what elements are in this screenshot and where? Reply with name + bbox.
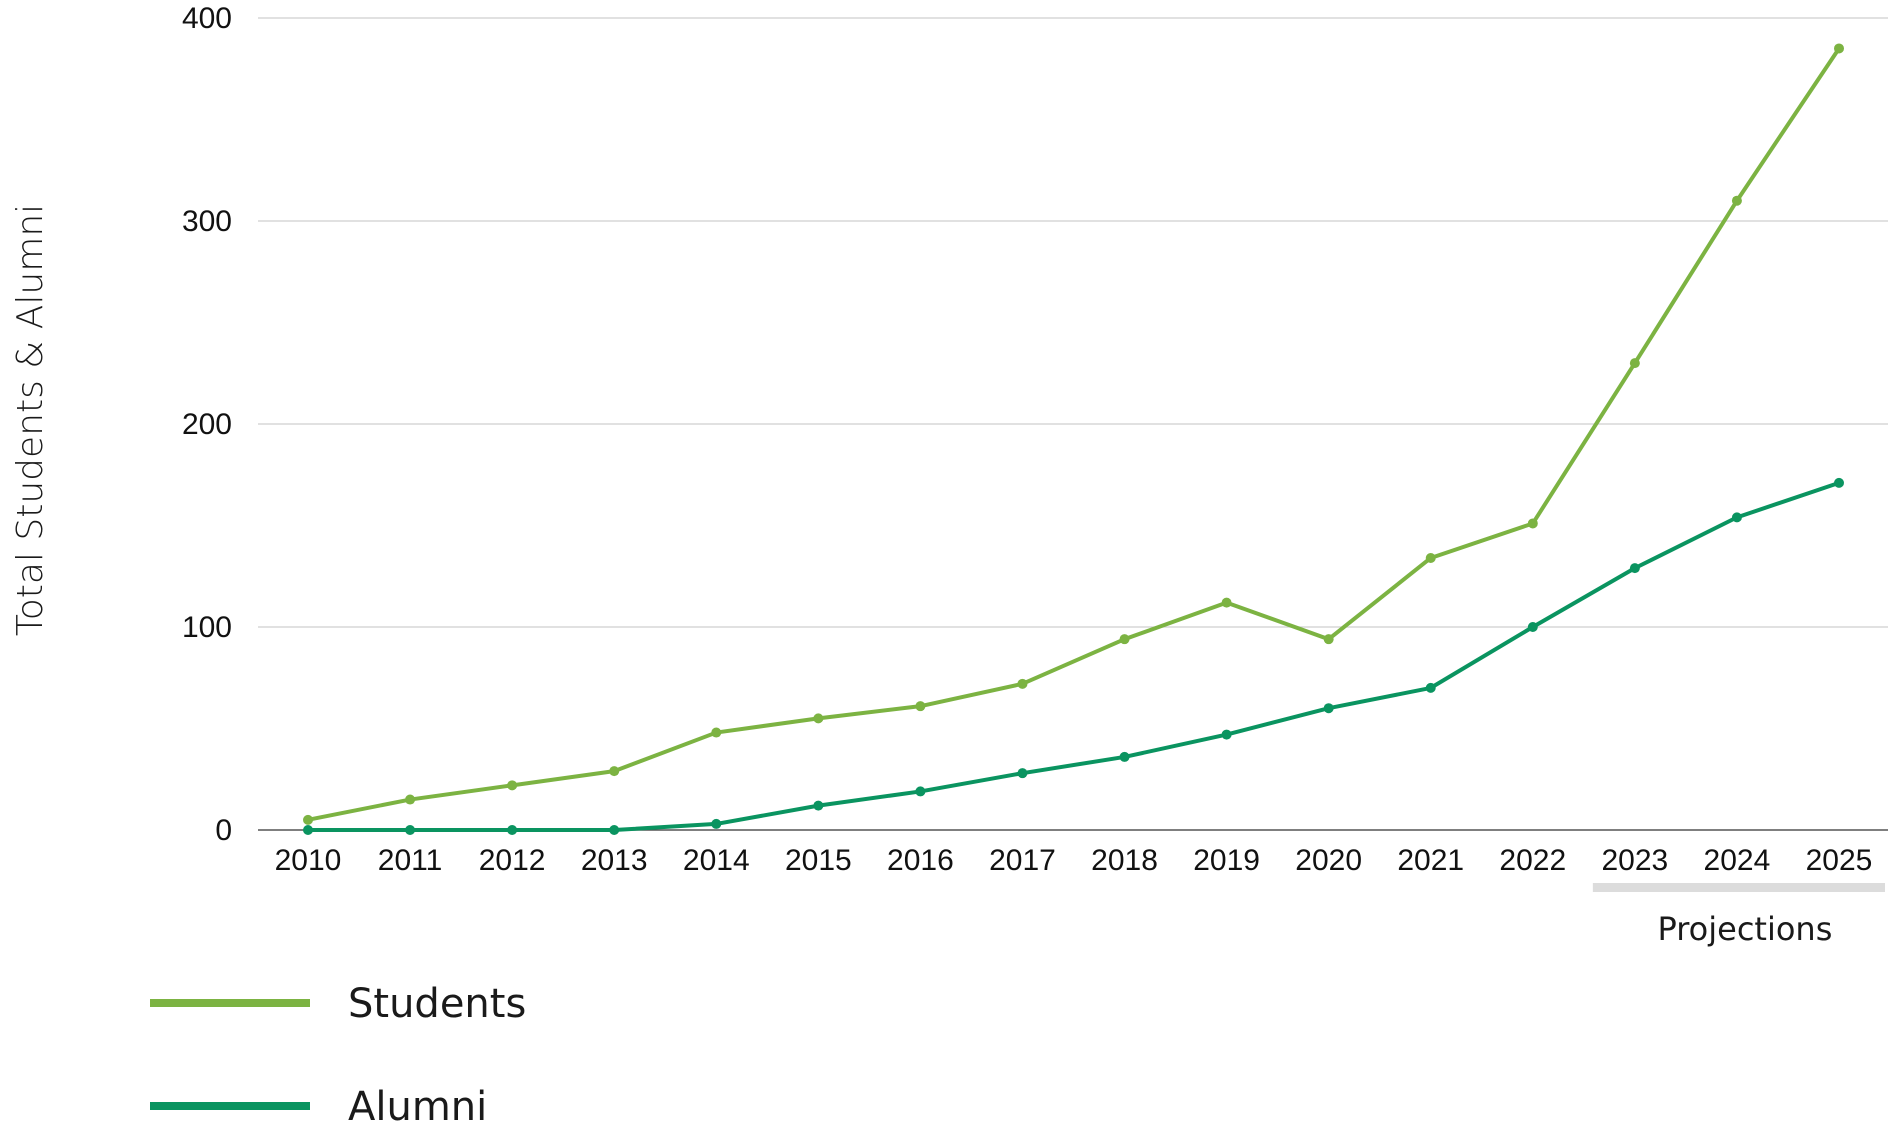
series-line-alumni	[306, 480, 1841, 832]
y-tick-label: 400	[182, 2, 232, 35]
data-point-alumni	[813, 800, 824, 811]
data-point-alumni	[1834, 477, 1844, 488]
data-point-alumni	[1017, 768, 1028, 779]
x-tick-label: 2019	[1193, 844, 1260, 877]
x-tick-label: 2011	[378, 844, 443, 877]
data-point-students	[1425, 552, 1436, 563]
data-point-students	[1834, 43, 1844, 54]
x-tick-label: 2020	[1295, 844, 1362, 877]
data-point-alumni	[609, 825, 620, 835]
legend-label-alumni: Alumni	[348, 1084, 487, 1126]
data-point-alumni	[303, 825, 313, 835]
x-tick-label: 2010	[275, 844, 342, 877]
y-axis-label: Total Students & Alumni	[10, 204, 51, 636]
x-tick-label: 2013	[581, 844, 648, 877]
data-point-alumni	[711, 818, 722, 829]
data-point-alumni	[1119, 751, 1130, 762]
data-point-alumni	[1629, 563, 1640, 574]
data-point-alumni	[405, 825, 416, 835]
x-tick-label: 2015	[785, 844, 852, 877]
x-tick-label: 2016	[887, 844, 954, 877]
x-tick-label: 2024	[1704, 844, 1771, 877]
data-point-alumni	[507, 825, 518, 835]
data-point-students	[813, 713, 824, 724]
data-point-students	[1629, 358, 1640, 369]
data-point-alumni	[915, 786, 926, 797]
data-point-alumni	[1425, 682, 1436, 693]
data-point-alumni	[1527, 622, 1538, 632]
x-tick-label: 2021	[1397, 844, 1464, 877]
data-point-students	[1731, 195, 1742, 206]
y-tick-label: 200	[182, 408, 232, 441]
data-point-students	[1017, 678, 1028, 689]
x-tick-label: 2014	[683, 844, 750, 877]
x-axis-ticks: 2010 2011 2012 2013 2014 2015 2016 2017 2018 2019…	[275, 844, 1873, 877]
x-tick-label: 2022	[1499, 844, 1566, 877]
data-point-students	[1221, 597, 1232, 608]
legend-label-students: Students	[348, 981, 526, 1027]
x-tick-label: 2025	[1806, 844, 1873, 877]
data-point-students	[711, 727, 722, 738]
projections-label: Projections	[1657, 910, 1832, 948]
gridlines	[258, 17, 1888, 831]
data-point-alumni	[1323, 703, 1334, 714]
x-tick-label: 2017	[989, 844, 1056, 877]
data-point-alumni	[1221, 729, 1232, 740]
data-point-students	[609, 766, 620, 777]
series-lines	[303, 43, 1844, 835]
data-point-students	[405, 794, 416, 805]
series-line-students	[306, 46, 1841, 822]
legend: Students Alumni	[150, 981, 526, 1126]
data-point-students	[915, 701, 926, 712]
projections-annotation: Projections	[1592, 883, 1885, 948]
y-tick-label: 100	[182, 611, 232, 644]
y-tick-label: 300	[182, 205, 232, 238]
x-tick-label: 2012	[479, 844, 546, 877]
x-tick-label: 2018	[1091, 844, 1158, 877]
data-point-students	[507, 780, 518, 791]
x-tick-label: 2023	[1601, 844, 1668, 877]
y-tick-label: 0	[215, 814, 232, 847]
data-point-students	[1527, 518, 1538, 529]
data-point-students	[1323, 634, 1334, 645]
data-point-alumni	[1731, 512, 1742, 523]
y-axis-ticks: 0 100 200 300 400	[182, 2, 232, 847]
data-point-students	[303, 814, 313, 825]
projections-bar	[1592, 883, 1885, 892]
data-point-students	[1119, 634, 1130, 645]
